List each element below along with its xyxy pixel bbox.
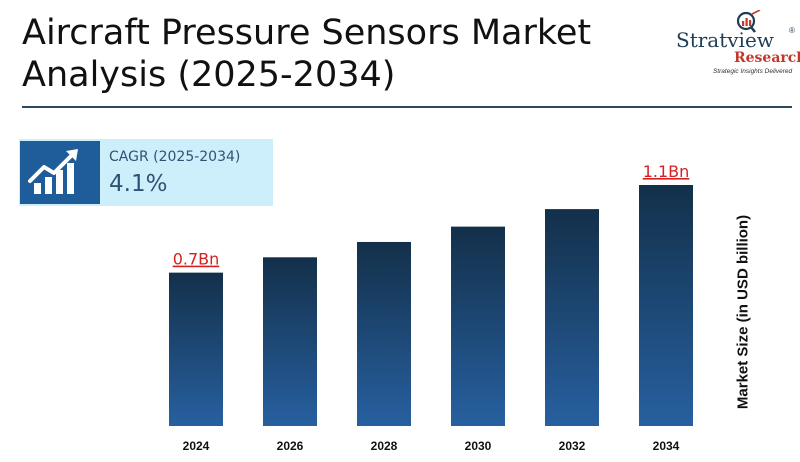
x-tick-label: 2030 (465, 439, 492, 453)
cagr-icon-box (20, 141, 100, 204)
data-label: 1.1Bn (643, 162, 690, 181)
logo-research: Research (734, 50, 800, 66)
cagr-label: CAGR (2025-2034) (109, 149, 241, 165)
logo-registered: ® (789, 26, 795, 35)
bars-group (169, 185, 693, 426)
x-tick-label: 2032 (559, 439, 586, 453)
x-tick-labels-group: 2024 2026 2028 2030 2032 2034 (183, 439, 680, 453)
growth-bars-arrow-icon (28, 149, 78, 194)
title-line-2: Analysis (2025-2034) (22, 55, 396, 95)
logo-tagline: Strategic Insights Delivered (713, 68, 793, 75)
data-labels-group: 0.7Bn 1.1Bn (173, 162, 690, 269)
cagr-card: CAGR (2025-2034) 4.1% (19, 139, 273, 206)
data-label: 0.7Bn (173, 250, 220, 269)
title-line-1: Aircraft Pressure Sensors Market (22, 13, 592, 53)
bar-2032 (545, 209, 599, 426)
bar-2028 (357, 241, 411, 426)
stratview-logo: Stratview ® Research Strategic Insights … (676, 10, 800, 78)
magnifier-chart-icon (736, 10, 761, 33)
page-title: Aircraft Pressure Sensors Market Analysi… (22, 12, 622, 96)
x-tick-label: 2024 (183, 439, 210, 453)
bar-2024 (169, 272, 223, 426)
x-tick-label: 2026 (277, 439, 304, 453)
bar-2026 (263, 257, 317, 426)
x-tick-label: 2034 (653, 439, 680, 453)
title-divider (22, 106, 792, 108)
x-tick-label: 2028 (371, 439, 398, 453)
cagr-value: 4.1% (109, 171, 168, 197)
bar-2034 (639, 185, 693, 426)
bar-2030 (451, 226, 505, 426)
y-axis-label: Market Size (in USD billion) (734, 214, 752, 410)
logo-brand: Stratview (676, 28, 774, 52)
